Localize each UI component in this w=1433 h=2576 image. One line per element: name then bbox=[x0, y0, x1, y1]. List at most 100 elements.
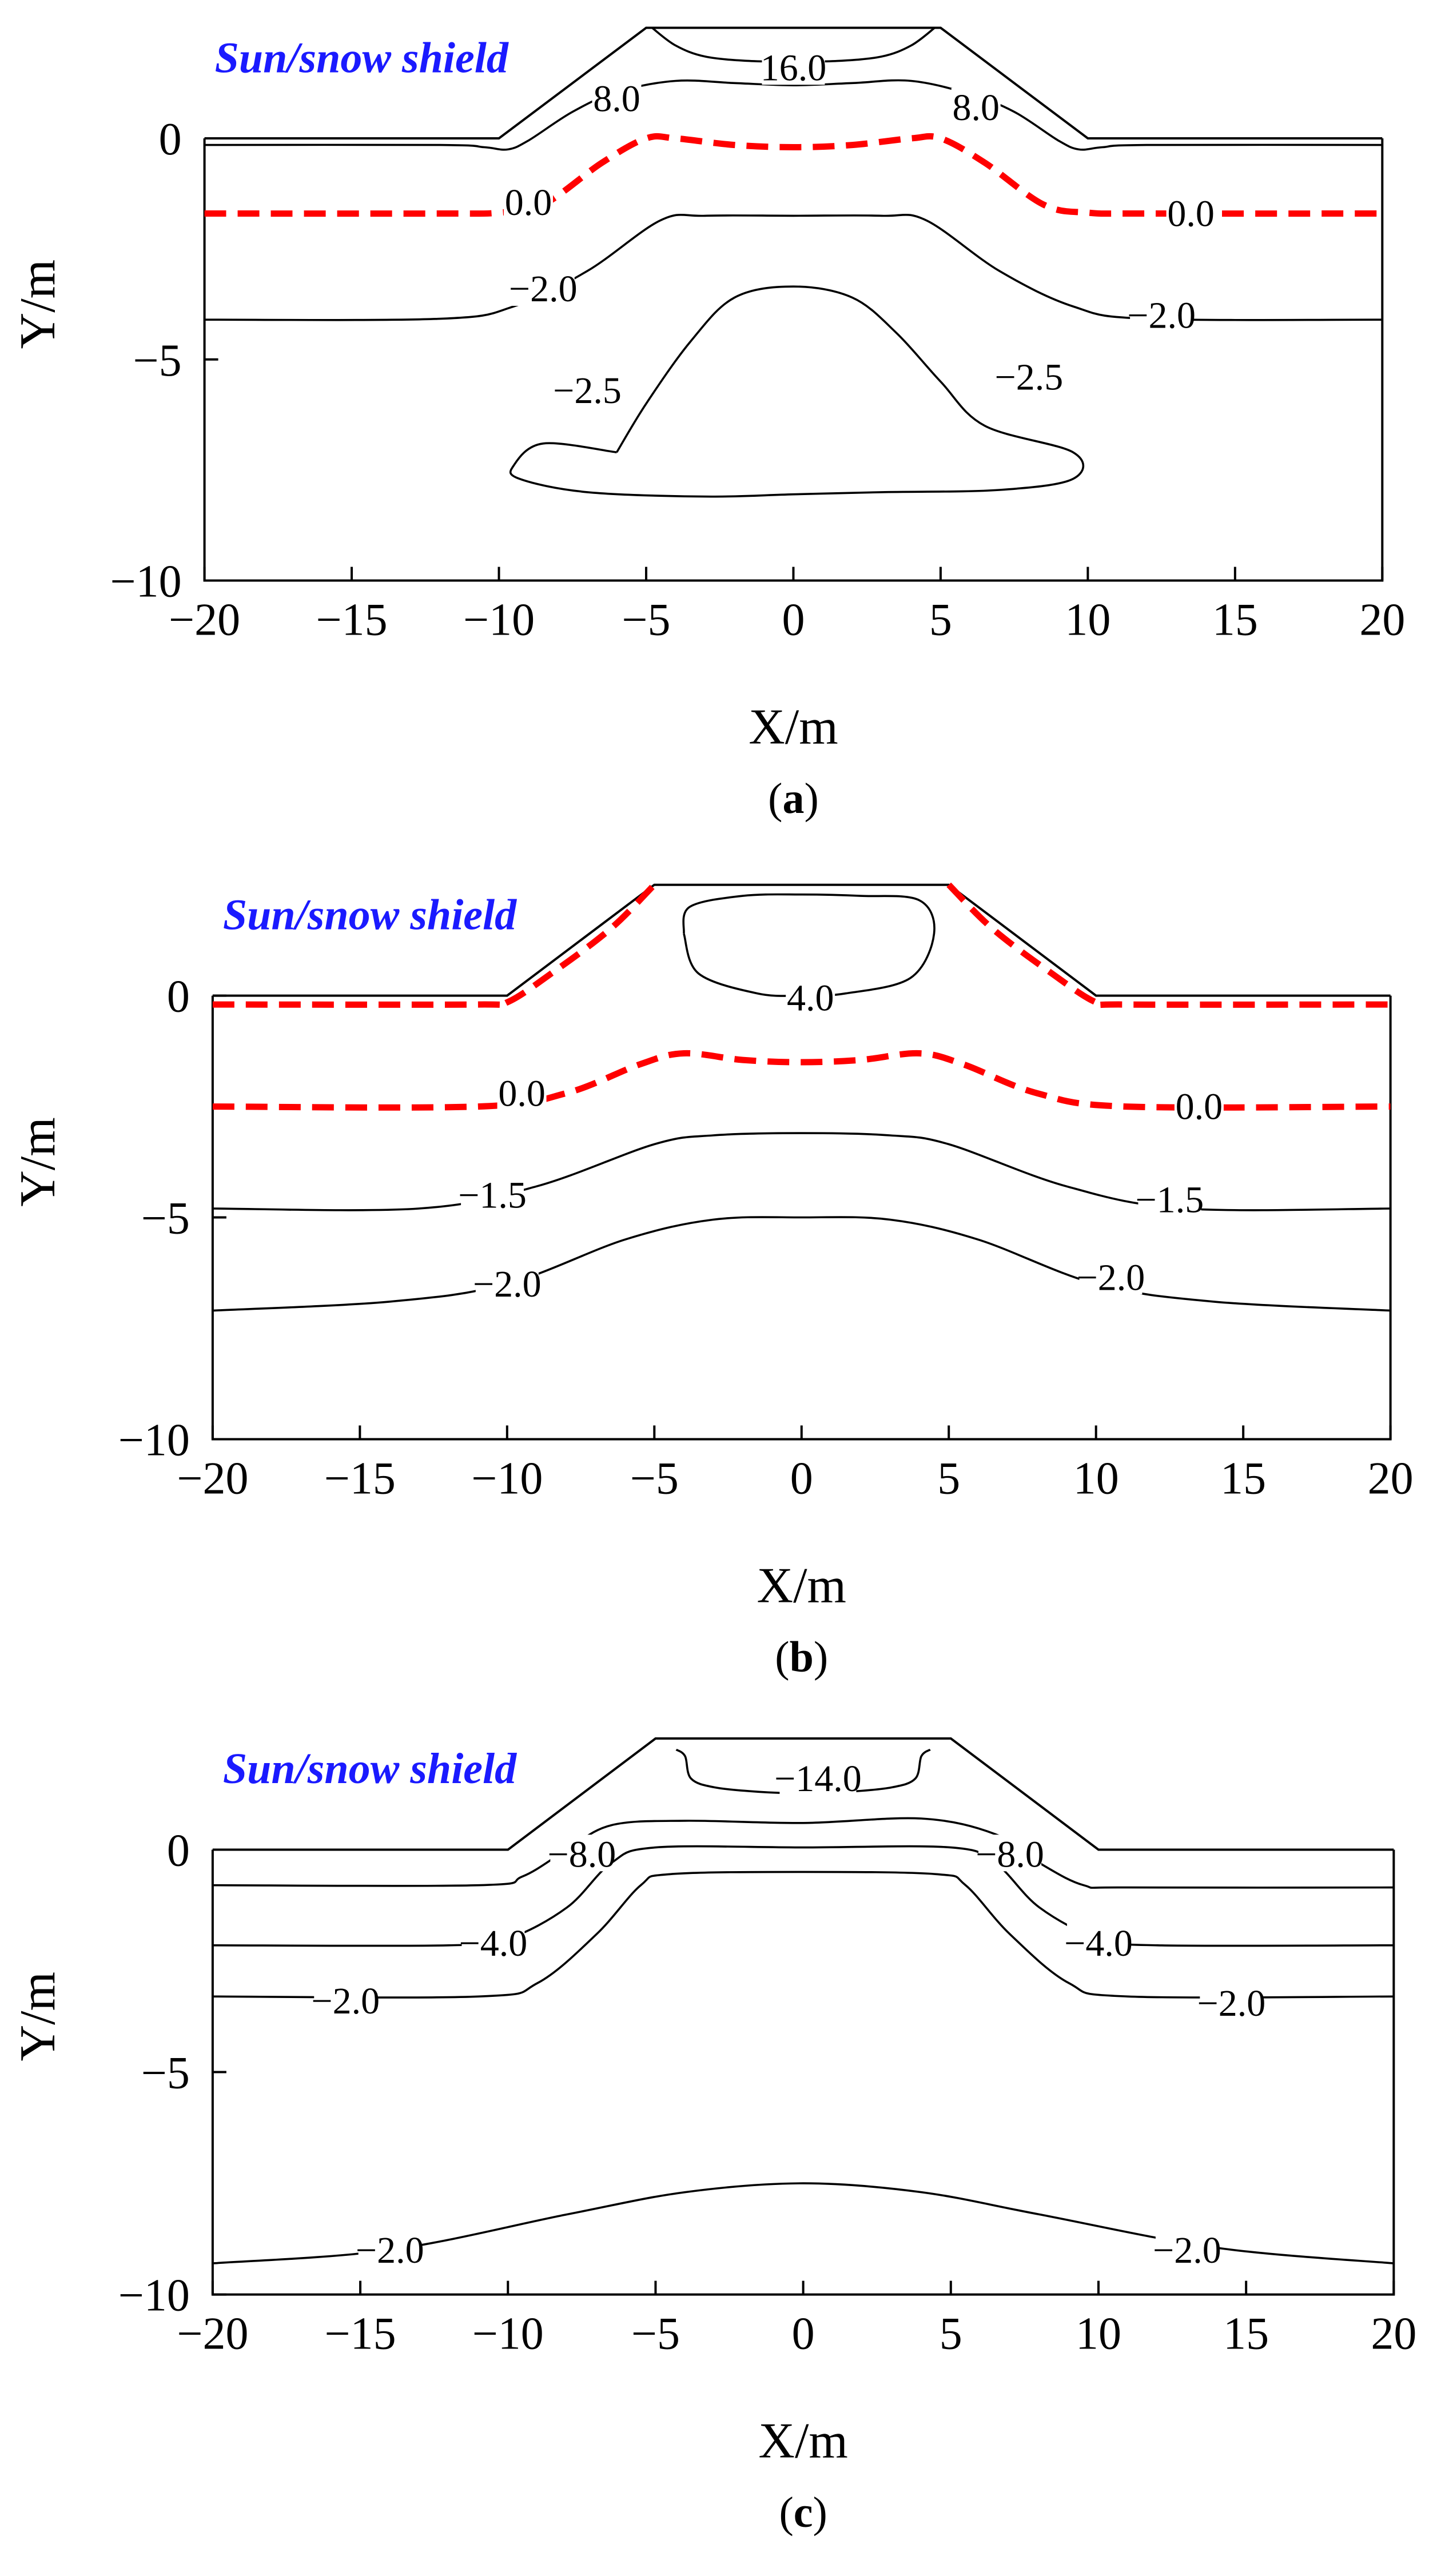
isotherm-line bbox=[682, 893, 936, 997]
contour-label: −2.0 bbox=[356, 2230, 424, 2271]
y-axis-label: Y/m bbox=[10, 260, 66, 349]
x-tick-label: −5 bbox=[622, 595, 670, 645]
contour-label-bg bbox=[779, 1758, 857, 1796]
x-tick-label: 15 bbox=[1212, 595, 1258, 645]
x-tick-label: −20 bbox=[177, 2309, 248, 2359]
x-tick-label: 0 bbox=[782, 595, 805, 645]
contour-label: −2.0 bbox=[1077, 1257, 1145, 1298]
contour-label-bg bbox=[1155, 2230, 1219, 2267]
contour-label: −2.0 bbox=[509, 268, 578, 310]
isotherm-line bbox=[509, 285, 1085, 498]
y-tick-label: 0 bbox=[167, 972, 190, 1022]
contour-label: −1.5 bbox=[458, 1175, 527, 1217]
contour-label-bg bbox=[461, 1175, 524, 1213]
contour-label-bg bbox=[314, 1981, 377, 2019]
x-tick-label: 15 bbox=[1220, 1453, 1266, 1504]
contour-label: −14.0 bbox=[774, 1758, 862, 1800]
y-tick-label: −10 bbox=[110, 557, 181, 607]
embankment-outline bbox=[204, 26, 1383, 139]
contour-label: −2.0 bbox=[311, 1980, 380, 2022]
x-tick-label: 5 bbox=[929, 595, 952, 645]
contour-label: −8.0 bbox=[976, 1833, 1044, 1875]
contour-label: −4.0 bbox=[1064, 1923, 1133, 1964]
contour-label-bg bbox=[1079, 1258, 1143, 1295]
contour-label-bg bbox=[550, 1835, 614, 1872]
x-tick-label: −10 bbox=[472, 2309, 544, 2359]
x-axis-label: X/m bbox=[758, 2414, 847, 2469]
y-tick-label: 0 bbox=[159, 114, 182, 165]
isotherm-line bbox=[212, 1216, 1391, 1312]
zero-isotherm bbox=[946, 882, 1391, 1008]
x-tick-label: −20 bbox=[169, 595, 240, 645]
y-tick-label: −5 bbox=[141, 2048, 190, 2099]
contour-label: −2.0 bbox=[1127, 294, 1196, 336]
contour-label: 0.0 bbox=[1176, 1086, 1223, 1128]
y-axis-label: Y/m bbox=[10, 1117, 66, 1206]
panel-caption-letter: c bbox=[794, 2489, 813, 2537]
contour-label-bg bbox=[1174, 1087, 1224, 1124]
contour-label: −2.0 bbox=[1197, 1983, 1265, 2024]
contour-label: 16.0 bbox=[761, 47, 827, 89]
contour-label-bg bbox=[1138, 1180, 1201, 1217]
y-tick-label: 0 bbox=[167, 1825, 190, 1876]
contour-label-bg bbox=[1130, 296, 1193, 333]
x-tick-label: −10 bbox=[463, 595, 535, 645]
x-tick-label: 20 bbox=[1368, 1453, 1414, 1504]
axis-frame bbox=[203, 138, 1384, 582]
x-tick-label: 10 bbox=[1073, 1453, 1119, 1504]
x-tick-label: 0 bbox=[792, 2309, 815, 2359]
contour-label: −1.5 bbox=[1136, 1179, 1204, 1221]
shield-label: Sun/snow shield bbox=[223, 891, 517, 939]
x-axis-label: X/m bbox=[757, 1558, 846, 1613]
contour-label-bg bbox=[978, 1835, 1042, 1872]
x-tick-label: 20 bbox=[1371, 2309, 1416, 2359]
panel-caption-letter: a bbox=[782, 775, 804, 823]
contour-label-bg bbox=[1066, 1923, 1130, 1960]
isotherm-line bbox=[212, 1817, 1394, 1889]
x-tick-label: −15 bbox=[324, 1453, 396, 1504]
x-tick-label: 10 bbox=[1076, 2309, 1121, 2359]
panel-a: 16.0 8.0 8.0 0.0 0.0 −2.0 −2.0 −2.5 −2.5 −20 −15 −1… bbox=[10, 26, 1405, 823]
contour-label: −8.0 bbox=[547, 1833, 616, 1875]
contour-label: −2.5 bbox=[553, 370, 622, 412]
x-tick-label: 20 bbox=[1359, 595, 1405, 645]
panel-c: −14.0 −8.0 −8.0 −4.0 −4.0 −2.0 −2.0 −2.0 −2.0 −20… bbox=[10, 1737, 1416, 2537]
contour-label-bg bbox=[461, 1923, 525, 1960]
x-axis-label: X/m bbox=[749, 700, 838, 755]
contour-label: 8.0 bbox=[952, 87, 1000, 129]
zero-isotherm bbox=[212, 882, 657, 1008]
x-tick-label: −10 bbox=[471, 1453, 543, 1504]
y-tick-label: −10 bbox=[118, 1415, 190, 1465]
x-tick-label: 5 bbox=[937, 1453, 960, 1504]
shield-label: Sun/snow shield bbox=[223, 1745, 517, 1793]
isotherm-line bbox=[212, 1871, 1394, 1999]
panel-caption: (b) bbox=[775, 1633, 828, 1681]
embankment-outline bbox=[212, 1737, 1394, 1851]
contour-label-bg bbox=[504, 183, 554, 220]
y-axis-label: Y/m bbox=[10, 1972, 66, 2061]
contour-label-bg bbox=[997, 357, 1061, 394]
embankment-outline bbox=[212, 883, 1391, 997]
zero-isotherm bbox=[204, 133, 1383, 217]
contour-label: 0.0 bbox=[1167, 193, 1215, 235]
shield-label: Sun/snow shield bbox=[215, 34, 509, 82]
contour-label-bg bbox=[786, 978, 835, 1015]
isotherm-line bbox=[212, 1845, 1394, 1947]
panel-caption: (c) bbox=[779, 2489, 827, 2537]
contour-label: −4.0 bbox=[459, 1923, 528, 1964]
contour-label: −2.5 bbox=[995, 357, 1064, 398]
contour-label-bg bbox=[497, 1074, 547, 1111]
x-tick-label: −15 bbox=[325, 2309, 396, 2359]
isotherm-line bbox=[204, 213, 1383, 321]
x-tick-label: −5 bbox=[631, 2309, 680, 2359]
contour-label-bg bbox=[475, 1264, 539, 1301]
contour-label-bg bbox=[592, 79, 642, 116]
contour-label: −2.0 bbox=[473, 1263, 542, 1305]
contour-label-bg bbox=[951, 87, 1001, 125]
isotherm-line bbox=[212, 1132, 1391, 1211]
contour-label-bg bbox=[358, 2230, 421, 2267]
contour-label: 0.0 bbox=[498, 1072, 546, 1114]
x-tick-label: −20 bbox=[177, 1453, 248, 1504]
x-tick-label: 15 bbox=[1223, 2309, 1269, 2359]
